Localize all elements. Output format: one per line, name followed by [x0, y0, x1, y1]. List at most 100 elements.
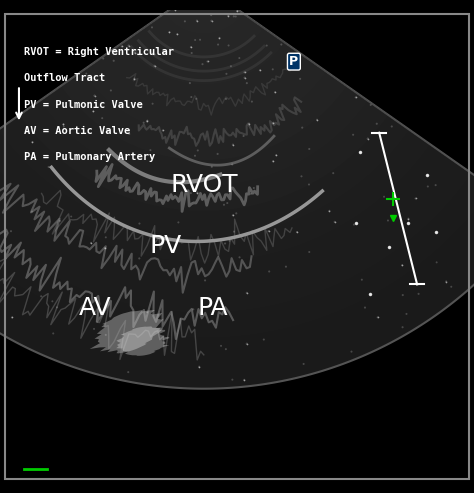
Point [131, 75, 138, 83]
Point [265, 268, 273, 276]
Point [228, 2, 235, 10]
Point [388, 123, 396, 131]
Point [399, 291, 407, 299]
Point [196, 36, 204, 44]
Point [86, 72, 93, 80]
Point [412, 195, 419, 203]
Point [125, 368, 132, 376]
Polygon shape [102, 0, 305, 109]
Point [373, 120, 381, 128]
Point [28, 208, 36, 215]
Point [374, 314, 382, 321]
Point [269, 66, 276, 73]
Point [405, 215, 412, 223]
Point [265, 227, 273, 235]
Point [192, 95, 200, 103]
Point [243, 340, 251, 348]
Point [326, 207, 333, 215]
Polygon shape [61, 0, 346, 160]
Point [447, 283, 455, 291]
Point [442, 278, 450, 285]
Point [194, 189, 201, 197]
Point [424, 182, 432, 190]
Point [229, 141, 237, 148]
Point [288, 53, 296, 61]
Point [232, 12, 239, 20]
Point [49, 297, 56, 305]
Point [91, 92, 98, 100]
Text: AV = Aortic Valve: AV = Aortic Valve [24, 126, 130, 136]
Point [216, 34, 223, 42]
Text: AV: AV [79, 296, 111, 320]
Point [102, 331, 109, 339]
Point [214, 150, 221, 158]
Polygon shape [40, 0, 367, 185]
Point [225, 41, 232, 49]
Point [350, 221, 358, 229]
Point [225, 12, 232, 20]
Point [191, 36, 199, 44]
Point [7, 227, 15, 235]
Point [349, 131, 357, 139]
Point [181, 17, 189, 25]
Point [273, 151, 280, 159]
Point [217, 342, 225, 350]
Point [45, 163, 53, 171]
Point [299, 124, 306, 132]
Point [204, 58, 211, 66]
Point [28, 138, 36, 146]
Point [118, 42, 126, 50]
Point [165, 28, 173, 36]
Point [191, 152, 199, 160]
Point [208, 17, 215, 25]
Point [151, 50, 158, 58]
Polygon shape [0, 0, 474, 388]
Point [203, 10, 211, 18]
Point [87, 239, 95, 247]
Polygon shape [82, 0, 326, 135]
Point [246, 120, 253, 128]
Point [256, 67, 264, 74]
Point [364, 135, 372, 142]
Point [250, 184, 258, 192]
Point [271, 88, 279, 96]
Point [361, 304, 369, 312]
Point [227, 62, 235, 70]
Point [271, 88, 279, 96]
Point [101, 244, 109, 252]
Point [222, 345, 229, 353]
Polygon shape [90, 310, 164, 353]
Point [194, 146, 201, 154]
Point [204, 58, 211, 66]
Point [136, 254, 143, 262]
Point [60, 123, 68, 131]
Point [60, 120, 67, 128]
Polygon shape [19, 0, 388, 211]
Point [60, 120, 67, 128]
Point [229, 211, 237, 219]
Point [143, 309, 151, 317]
Point [293, 228, 301, 236]
Point [148, 24, 156, 32]
Point [236, 54, 243, 62]
Point [90, 107, 97, 115]
Point [149, 100, 156, 107]
Point [8, 314, 16, 321]
Point [190, 306, 197, 314]
Point [329, 169, 337, 177]
Point [241, 69, 248, 76]
Point [143, 117, 151, 125]
Point [107, 86, 115, 94]
Point [358, 276, 365, 283]
Point [241, 74, 248, 82]
Point [195, 363, 203, 371]
Point [37, 292, 45, 300]
Point [352, 94, 359, 102]
Point [270, 119, 277, 127]
Point [140, 119, 147, 127]
Point [125, 42, 132, 50]
Point [331, 218, 338, 226]
Point [230, 12, 237, 20]
Point [352, 94, 359, 102]
Point [230, 228, 238, 236]
